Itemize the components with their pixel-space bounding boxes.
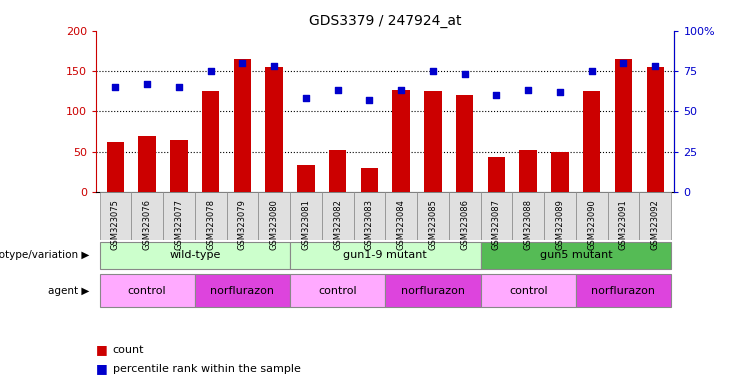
Point — [427, 68, 439, 74]
Text: GSM323076: GSM323076 — [142, 199, 152, 250]
Bar — [170, 140, 187, 192]
Text: GSM323084: GSM323084 — [396, 199, 406, 250]
FancyBboxPatch shape — [385, 192, 417, 240]
Bar — [551, 152, 568, 192]
Text: GSM323075: GSM323075 — [111, 199, 120, 250]
FancyBboxPatch shape — [576, 192, 608, 240]
FancyBboxPatch shape — [99, 275, 195, 307]
FancyBboxPatch shape — [131, 192, 163, 240]
Text: GSM323087: GSM323087 — [492, 199, 501, 250]
Text: control: control — [319, 286, 357, 296]
Point — [110, 84, 122, 90]
Text: norflurazon: norflurazon — [401, 286, 465, 296]
Bar — [361, 168, 378, 192]
FancyBboxPatch shape — [481, 275, 576, 307]
Bar — [615, 59, 632, 192]
Bar — [646, 67, 664, 192]
Point — [268, 63, 280, 69]
Point — [332, 87, 344, 93]
Point — [491, 92, 502, 98]
Bar — [233, 59, 251, 192]
Text: percentile rank within the sample: percentile rank within the sample — [113, 364, 301, 374]
Bar — [202, 91, 219, 192]
FancyBboxPatch shape — [385, 275, 481, 307]
Text: ■: ■ — [96, 362, 112, 376]
Text: GSM323078: GSM323078 — [206, 199, 215, 250]
Point — [649, 63, 661, 69]
Text: GSM323089: GSM323089 — [556, 199, 565, 250]
Text: norflurazon: norflurazon — [591, 286, 656, 296]
Text: gun1-9 mutant: gun1-9 mutant — [343, 250, 428, 260]
Bar — [583, 91, 600, 192]
Text: gun5 mutant: gun5 mutant — [539, 250, 612, 260]
Text: GSM323088: GSM323088 — [524, 199, 533, 250]
Text: GSM323082: GSM323082 — [333, 199, 342, 250]
Text: GSM323079: GSM323079 — [238, 199, 247, 250]
FancyBboxPatch shape — [353, 192, 385, 240]
Bar — [393, 89, 410, 192]
FancyBboxPatch shape — [639, 192, 671, 240]
FancyBboxPatch shape — [290, 275, 385, 307]
Text: wild-type: wild-type — [169, 250, 221, 260]
FancyBboxPatch shape — [322, 192, 353, 240]
Text: genotype/variation ▶: genotype/variation ▶ — [0, 250, 89, 260]
Text: control: control — [509, 286, 548, 296]
FancyBboxPatch shape — [195, 275, 290, 307]
Text: control: control — [128, 286, 167, 296]
Text: ■: ■ — [96, 343, 112, 356]
Bar — [139, 136, 156, 192]
Point — [395, 87, 407, 93]
Text: norflurazon: norflurazon — [210, 286, 274, 296]
Bar — [488, 157, 505, 192]
Point — [300, 95, 312, 101]
Text: GSM323085: GSM323085 — [428, 199, 437, 250]
FancyBboxPatch shape — [163, 192, 195, 240]
Point — [522, 87, 534, 93]
FancyBboxPatch shape — [512, 192, 544, 240]
Bar — [265, 67, 283, 192]
Text: GSM323083: GSM323083 — [365, 199, 374, 250]
Point — [142, 81, 153, 87]
FancyBboxPatch shape — [576, 275, 671, 307]
Text: agent ▶: agent ▶ — [47, 286, 89, 296]
FancyBboxPatch shape — [259, 192, 290, 240]
FancyBboxPatch shape — [608, 192, 639, 240]
FancyBboxPatch shape — [99, 192, 131, 240]
FancyBboxPatch shape — [449, 192, 481, 240]
Point — [205, 68, 216, 74]
Text: GSM323092: GSM323092 — [651, 199, 659, 250]
Bar — [519, 150, 537, 192]
Title: GDS3379 / 247924_at: GDS3379 / 247924_at — [309, 14, 462, 28]
FancyBboxPatch shape — [195, 192, 227, 240]
Text: GSM323090: GSM323090 — [587, 199, 597, 250]
Text: GSM323091: GSM323091 — [619, 199, 628, 250]
Bar — [456, 95, 473, 192]
Point — [236, 60, 248, 66]
FancyBboxPatch shape — [481, 242, 671, 269]
FancyBboxPatch shape — [481, 192, 512, 240]
Bar — [297, 166, 315, 192]
Text: GSM323086: GSM323086 — [460, 199, 469, 250]
Text: GSM323077: GSM323077 — [174, 199, 184, 250]
Bar — [424, 91, 442, 192]
Point — [364, 97, 376, 103]
Bar — [329, 150, 346, 192]
Point — [554, 89, 566, 95]
Point — [617, 60, 629, 66]
FancyBboxPatch shape — [290, 242, 481, 269]
FancyBboxPatch shape — [99, 242, 290, 269]
FancyBboxPatch shape — [544, 192, 576, 240]
Bar — [107, 142, 124, 192]
Point — [586, 68, 598, 74]
FancyBboxPatch shape — [417, 192, 449, 240]
FancyBboxPatch shape — [290, 192, 322, 240]
FancyBboxPatch shape — [227, 192, 259, 240]
Point — [173, 84, 185, 90]
Text: GSM323081: GSM323081 — [302, 199, 310, 250]
Point — [459, 71, 471, 77]
Text: GSM323080: GSM323080 — [270, 199, 279, 250]
Text: count: count — [113, 345, 144, 355]
